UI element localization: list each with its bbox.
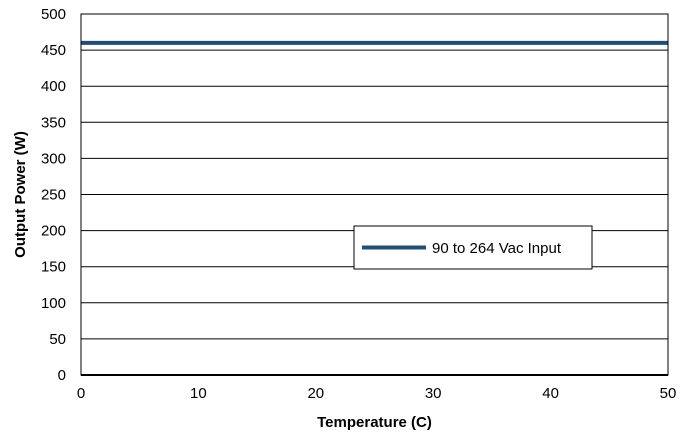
y-tick-label: 250	[41, 187, 66, 204]
x-tick-label: 20	[307, 385, 324, 402]
x-tick-label: 50	[660, 385, 677, 402]
y-tick-label: 300	[41, 150, 66, 167]
x-axis-ticks: 0 10 20 30 40 50	[77, 385, 677, 402]
x-axis-title: Temperature (C)	[317, 414, 432, 431]
gridlines	[81, 49, 668, 340]
y-tick-label: 400	[41, 78, 66, 95]
y-tick-label: 450	[41, 42, 66, 59]
y-axis-ticks: 0 50 100 150 200 250 300 350 400 450 500	[41, 6, 66, 384]
legend-label: 90 to 264 Vac Input	[432, 240, 562, 257]
y-tick-label: 0	[58, 367, 66, 384]
y-tick-label: 500	[41, 6, 66, 23]
y-tick-label: 150	[41, 259, 66, 276]
x-tick-label: 0	[77, 385, 85, 402]
y-axis-title: Output Power (W)	[12, 131, 29, 258]
y-tick-label: 100	[41, 295, 66, 312]
x-tick-label: 40	[542, 385, 559, 402]
x-tick-label: 30	[425, 385, 442, 402]
y-tick-label: 200	[41, 223, 66, 240]
x-tick-label: 10	[190, 385, 207, 402]
y-tick-label: 350	[41, 114, 66, 131]
legend: 90 to 264 Vac Input	[353, 225, 593, 270]
y-tick-label: 50	[49, 331, 66, 348]
